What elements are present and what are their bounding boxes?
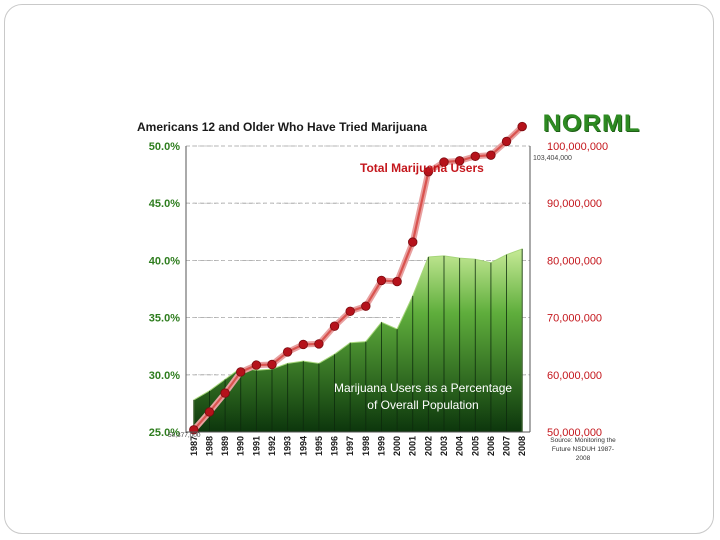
x-tick-label-1992: 1992: [267, 436, 277, 456]
total-users-point-2007: [501, 136, 512, 147]
percentage-label: Marijuana Users as a Percentage of Overa…: [318, 380, 528, 414]
total-users-point-1995: [314, 339, 324, 349]
y-right-tick-label: 60,000,000: [547, 370, 602, 382]
total-users-point-2005: [470, 151, 480, 161]
y-left-tick-label: 35.0%: [149, 313, 180, 325]
x-tick-label-1990: 1990: [236, 436, 246, 456]
x-tick-label-1999: 1999: [376, 436, 386, 456]
y-left-tick-label: 25.0%: [149, 427, 180, 439]
y-right-tick-label: 100,000,000: [547, 141, 608, 153]
x-tick-label-2006: 2006: [486, 436, 496, 456]
y-left-tick-label: 50.0%: [149, 141, 180, 153]
total-users-point-1990: [236, 367, 246, 377]
x-tick-label-2007: 2007: [502, 436, 512, 456]
total-users-point-2000: [392, 276, 402, 287]
x-tick-label-2008: 2008: [517, 436, 527, 456]
first-value-label: 50,377,000: [168, 432, 201, 439]
x-tick-label-1995: 1995: [314, 436, 324, 456]
chart-title: Americans 12 and Older Who Have Tried Ma…: [137, 120, 428, 134]
x-tick-label-1988: 1988: [204, 436, 214, 456]
x-tick-label-1998: 1998: [361, 436, 371, 456]
total-users-point-1996: [329, 321, 340, 331]
y-right-tick-label: 50,000,000: [547, 427, 602, 439]
x-tick-label-2000: 2000: [392, 436, 402, 456]
slide-frame: [4, 4, 714, 534]
total-users-point-2002: [423, 167, 434, 177]
total-users-point-1997: [345, 306, 355, 317]
total-users-point-2003: [439, 157, 449, 167]
y-left-tick-label: 40.0%: [149, 255, 180, 267]
x-tick-label-2003: 2003: [439, 436, 449, 456]
x-tick-label-2005: 2005: [470, 436, 480, 456]
source-note: Source: Monitoring the Future NSDUH 1987…: [550, 437, 616, 462]
total-users-point-1998: [361, 301, 371, 311]
y-right-tick-label: 90,000,000: [547, 198, 602, 210]
x-tick-label-1997: 1997: [345, 436, 355, 456]
x-tick-label-1987: 1987: [189, 436, 199, 456]
last-value-label: 103,404,000: [533, 155, 572, 162]
y-right-tick-label: 80,000,000: [547, 255, 602, 267]
total-users-point-2001: [408, 237, 418, 247]
total-users-point-1991: [251, 360, 262, 370]
total-users-point-2008: [517, 121, 527, 132]
total-users-point-1992: [267, 359, 277, 370]
x-tick-label-1996: 1996: [330, 436, 340, 456]
total-users-point-1993: [282, 347, 293, 357]
y-left-tick-label: 30.0%: [149, 370, 180, 382]
x-tick-label-2004: 2004: [455, 436, 465, 456]
x-tick-label-2001: 2001: [408, 436, 418, 456]
x-tick-label-1994: 1994: [298, 436, 308, 456]
y-right-tick-label: 70,000,000: [547, 313, 602, 325]
total-users-point-1989: [220, 388, 230, 398]
total-users-label: Total Marijuana Users: [360, 161, 484, 175]
total-users-point-1994: [298, 339, 308, 350]
total-users-point-2006: [486, 150, 496, 160]
total-users-point-1999: [376, 275, 387, 286]
x-tick-label-1991: 1991: [251, 436, 261, 456]
percentage-label-line2: of Overall Population: [367, 398, 479, 412]
x-tick-label-1989: 1989: [220, 436, 230, 456]
percentage-label-line1: Marijuana Users as a Percentage: [333, 381, 513, 395]
norml-logo: NORML: [542, 110, 641, 137]
x-tick-label-2002: 2002: [423, 436, 433, 456]
total-users-point-2004: [454, 156, 465, 166]
y-left-tick-label: 45.0%: [149, 198, 180, 210]
total-users-point-1988: [204, 407, 215, 417]
total-users-line: [192, 125, 523, 431]
x-tick-label-1993: 1993: [283, 436, 293, 456]
